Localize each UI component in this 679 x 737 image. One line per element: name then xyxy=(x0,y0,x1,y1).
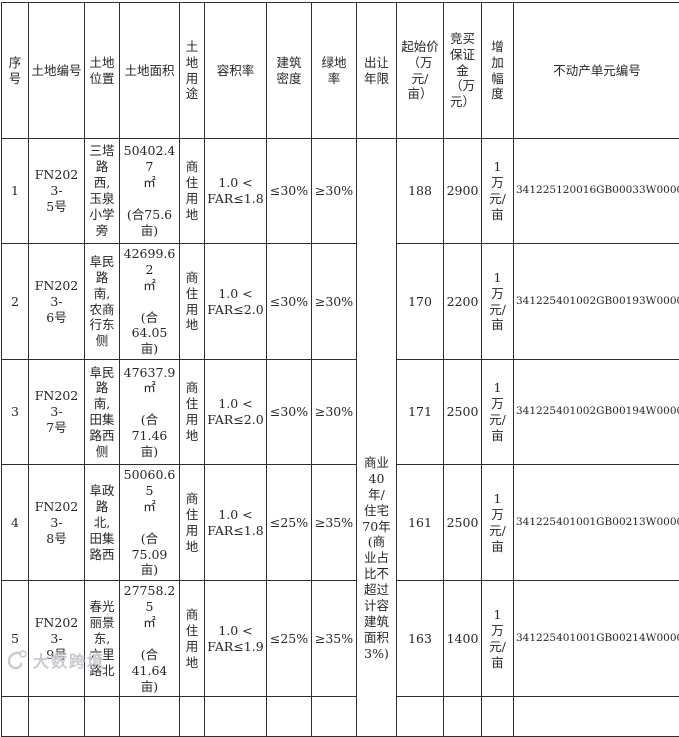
cell-location: 阜民 路 南, 农商 行东 侧 xyxy=(85,244,120,360)
cell-area: 47637.9 ㎡ (合 71.46 亩) xyxy=(120,360,180,465)
col-header-start-price: 起始价 （万 元/ 亩） xyxy=(397,3,444,139)
cell-start-price: 188 xyxy=(397,139,444,244)
cell-unit-no: 341225401001GB00214W00000000 xyxy=(514,581,679,697)
cell-deposit: 2900 xyxy=(444,139,482,244)
table-row-partial xyxy=(2,697,679,737)
col-header-area: 土地面积 xyxy=(120,3,180,139)
col-header-land-use: 土 地 用 途 xyxy=(180,3,205,139)
cell-density: ≤25% xyxy=(267,581,312,697)
cell-seq: 1 xyxy=(2,139,29,244)
cell-location: 阜民 路 南, 田集 路西 侧 xyxy=(85,360,120,465)
cell-green-ratio: ≥35% xyxy=(312,465,357,581)
cell-seq: 4 xyxy=(2,465,29,581)
table-header: 序 号 土地编号 土地 位置 土地面积 土 地 用 途 容积率 建筑 密度 绿地… xyxy=(2,3,679,139)
col-header-seq: 序 号 xyxy=(2,3,29,139)
cell-unit-no: 341225401002GB00193W00000000 xyxy=(514,244,679,360)
cell-increment: 1 万 元/ 亩 xyxy=(482,139,514,244)
header-row: 序 号 土地编号 土地 位置 土地面积 土 地 用 途 容积率 建筑 密度 绿地… xyxy=(2,3,679,139)
cell-increment: 1 万 元/ 亩 xyxy=(482,465,514,581)
cell-land-use: 商 住 用 地 xyxy=(180,139,205,244)
document-page: { "colors": { "border": "#2e2e2e", "text… xyxy=(0,2,679,681)
cell-increment xyxy=(482,697,514,737)
col-header-land-code: 土地编号 xyxy=(29,3,85,139)
cell-land-code: FN2023- 5号 xyxy=(29,139,85,244)
cell-deposit: 1400 xyxy=(444,581,482,697)
cell-density xyxy=(267,697,312,737)
col-header-increment: 增 加 幅 度 xyxy=(482,3,514,139)
cell-density: ≤30% xyxy=(267,360,312,465)
cell-far: 1.0 < FAR≤1.8 xyxy=(205,465,267,581)
col-header-unit-no: 不动产单元编号 xyxy=(514,3,679,139)
table-row: 3 FN2023- 7号 阜民 路 南, 田集 路西 侧 47637.9 ㎡ (… xyxy=(2,360,679,465)
table-row: 1 FN2023- 5号 三塔 路 西, 玉泉 小学 旁 50402.47 ㎡ … xyxy=(2,139,679,244)
col-header-deposit: 竞买 保证 金 （万 元） xyxy=(444,3,482,139)
cell-land-code: FN2023- 6号 xyxy=(29,244,85,360)
cell-land-code: FN2023- 8号 xyxy=(29,465,85,581)
cell-land-use: 商 住 用 地 xyxy=(180,581,205,697)
cell-start-price: 171 xyxy=(397,360,444,465)
cell-far xyxy=(205,697,267,737)
cell-seq: 3 xyxy=(2,360,29,465)
cell-start-price xyxy=(397,697,444,737)
col-header-transfer-term: 出让 年限 xyxy=(357,3,397,139)
cell-land-code: FN2023- 9号 xyxy=(29,581,85,697)
col-header-location: 土地 位置 xyxy=(85,3,120,139)
cell-far: 1.0 < FAR≤2.0 xyxy=(205,360,267,465)
cell-location: 阜政 路 北, 田集 路西 xyxy=(85,465,120,581)
cell-land-code: FN2023- 7号 xyxy=(29,360,85,465)
cell-green-ratio: ≥30% xyxy=(312,139,357,244)
cell-land-use xyxy=(180,697,205,737)
cell-location: 三塔 路 西, 玉泉 小学 旁 xyxy=(85,139,120,244)
cell-deposit: 2500 xyxy=(444,360,482,465)
cell-unit-no: 341225120016GB00033W00000000 xyxy=(514,139,679,244)
cell-increment: 1 万 元/ 亩 xyxy=(482,581,514,697)
cell-green-ratio: ≥30% xyxy=(312,244,357,360)
cell-far: 1.0 < FAR≤1.8 xyxy=(205,139,267,244)
cell-density: ≤30% xyxy=(267,244,312,360)
cell-area: 27758.25 ㎡ (合 41.64 亩) xyxy=(120,581,180,697)
cell-increment: 1 万 元/ 亩 xyxy=(482,244,514,360)
cell-deposit xyxy=(444,697,482,737)
cell-density: ≤25% xyxy=(267,465,312,581)
cell-unit-no: 341225401001GB00213W00000000 xyxy=(514,465,679,581)
cell-location xyxy=(85,697,120,737)
cell-green-ratio: ≥35% xyxy=(312,581,357,697)
cell-area: 50060.65 ㎡ (合 75.09 亩) xyxy=(120,465,180,581)
cell-density: ≤30% xyxy=(267,139,312,244)
cell-start-price: 161 xyxy=(397,465,444,581)
cell-green-ratio xyxy=(312,697,357,737)
cell-area xyxy=(120,697,180,737)
cell-unit-no xyxy=(514,697,679,737)
cell-green-ratio: ≥30% xyxy=(312,360,357,465)
cell-seq: 2 xyxy=(2,244,29,360)
table-row: 5 FN2023- 9号 春光 丽景 东, 六里 路北 27758.25 ㎡ (… xyxy=(2,581,679,697)
cell-location: 春光 丽景 东, 六里 路北 xyxy=(85,581,120,697)
cell-seq: 5 xyxy=(2,581,29,697)
cell-land-use: 商 住 用 地 xyxy=(180,465,205,581)
table-row: 4 FN2023- 8号 阜政 路 北, 田集 路西 50060.65 ㎡ (合… xyxy=(2,465,679,581)
cell-area: 42699.62 ㎡ (合 64.05 亩) xyxy=(120,244,180,360)
cell-seq xyxy=(2,697,29,737)
col-header-far: 容积率 xyxy=(205,3,267,139)
table-body: 1 FN2023- 5号 三塔 路 西, 玉泉 小学 旁 50402.47 ㎡ … xyxy=(2,139,679,737)
cell-deposit: 2500 xyxy=(444,465,482,581)
cell-far: 1.0 < FAR≤1.9 xyxy=(205,581,267,697)
cell-unit-no: 341225401002GB00194W00000000 xyxy=(514,360,679,465)
cell-land-use: 商 住 用 地 xyxy=(180,244,205,360)
cell-land-code xyxy=(29,697,85,737)
cell-land-use: 商 住 用 地 xyxy=(180,360,205,465)
cell-start-price: 170 xyxy=(397,244,444,360)
col-header-density: 建筑 密度 xyxy=(267,3,312,139)
cell-deposit: 2200 xyxy=(444,244,482,360)
table-row: 2 FN2023- 6号 阜民 路 南, 农商 行东 侧 42699.62 ㎡ … xyxy=(2,244,679,360)
cell-far: 1.0 < FAR≤2.0 xyxy=(205,244,267,360)
col-header-green-ratio: 绿地 率 xyxy=(312,3,357,139)
cell-area: 50402.47 ㎡ (合75.6 亩) xyxy=(120,139,180,244)
cell-start-price: 163 xyxy=(397,581,444,697)
cell-transfer-term: 商业 40 年/ 住宅 70年 (商 业占 比不 超过 计容 建筑 面积 3%) xyxy=(357,139,397,737)
cell-increment: 1 万 元/ 亩 xyxy=(482,360,514,465)
